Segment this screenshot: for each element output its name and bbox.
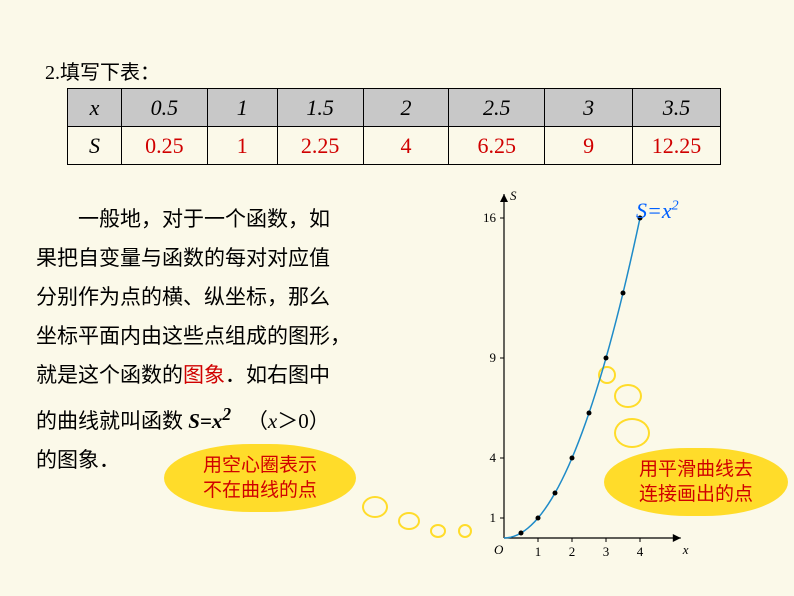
- data-cell: 1: [207, 127, 277, 165]
- curve-label-base: S=x: [636, 198, 672, 223]
- data-table: x 0.5 1 1.5 2 2.5 3 3.5 S 0.25 1 2.25 4 …: [67, 88, 721, 165]
- table-data-row: S 0.25 1 2.25 4 6.25 9 12.25: [68, 127, 721, 165]
- header-cell: 3.5: [633, 89, 721, 127]
- svg-text:4: 4: [637, 544, 644, 559]
- para-text: 的曲线就叫函数: [36, 409, 188, 433]
- para-text: 的图象．: [36, 448, 120, 472]
- data-cell: 2.25: [277, 127, 363, 165]
- formula-base: S=x: [188, 409, 222, 433]
- header-cell: 3: [545, 89, 633, 127]
- formula: S=x2: [188, 409, 231, 433]
- svg-text:x: x: [682, 542, 689, 557]
- thought-bubble: [430, 524, 446, 538]
- formula-sup: 2: [222, 404, 231, 424]
- data-cell: 12.25: [633, 127, 721, 165]
- para-text: 分别作为点的横、纵坐标，那么: [36, 285, 330, 309]
- explanation-paragraph: 一般地，对于一个函数，如 果把自变量与函数的每对对应值 分别作为点的横、纵坐标，…: [36, 200, 456, 480]
- svg-text:1: 1: [535, 544, 542, 559]
- header-cell: 2: [363, 89, 449, 127]
- svg-text:3: 3: [603, 544, 610, 559]
- para-text: 果把自变量与函数的每对对应值: [36, 246, 330, 270]
- condition: （x＞0）: [247, 409, 330, 433]
- cond-var: x: [268, 409, 277, 433]
- para-text: 就是这个函数的: [36, 363, 183, 387]
- cond-pre: （: [247, 409, 268, 433]
- data-cell: 0.25: [121, 127, 207, 165]
- para-text: 一般地，对于一个函数，如: [78, 207, 330, 231]
- section-heading: 2.填写下表：: [45, 56, 160, 85]
- callout-cloud-left: 用空心圈表示 不在曲线的点: [164, 444, 356, 512]
- function-chart: 1 2 3 4 1 4 9 16 Ox S: [456, 186, 716, 576]
- cloud-text: 不在曲线的点: [203, 480, 317, 501]
- header-label: x: [68, 89, 122, 127]
- data-cell: 4: [363, 127, 449, 165]
- cond-gt: ＞0）: [277, 409, 330, 433]
- svg-text:9: 9: [490, 350, 497, 365]
- thought-bubble: [362, 496, 388, 518]
- data-table-wrap: x 0.5 1 1.5 2 2.5 3 3.5 S 0.25 1 2.25 4 …: [67, 88, 721, 165]
- svg-text:4: 4: [490, 450, 497, 465]
- row-label: S: [68, 127, 122, 165]
- curve-label: S=x2: [636, 198, 679, 224]
- para-text: 坐标平面内由这些点组成的图形，: [36, 324, 351, 348]
- svg-text:S: S: [510, 188, 517, 203]
- thought-bubble: [398, 512, 420, 530]
- data-cell: 6.25: [449, 127, 545, 165]
- svg-text:2: 2: [569, 544, 576, 559]
- svg-text:1: 1: [490, 510, 497, 525]
- table-header-row: x 0.5 1 1.5 2 2.5 3 3.5: [68, 89, 721, 127]
- cloud-text: 用空心圈表示: [203, 455, 317, 476]
- header-cell: 1.5: [277, 89, 363, 127]
- para-text: ．如右图中: [225, 363, 330, 387]
- header-cell: 2.5: [449, 89, 545, 127]
- svg-text:O: O: [494, 542, 504, 557]
- header-cell: 1: [207, 89, 277, 127]
- svg-text:16: 16: [483, 210, 497, 225]
- data-cell: 9: [545, 127, 633, 165]
- para-text-red: 图象: [183, 363, 225, 387]
- curve-label-sup: 2: [672, 199, 679, 214]
- header-cell: 0.5: [121, 89, 207, 127]
